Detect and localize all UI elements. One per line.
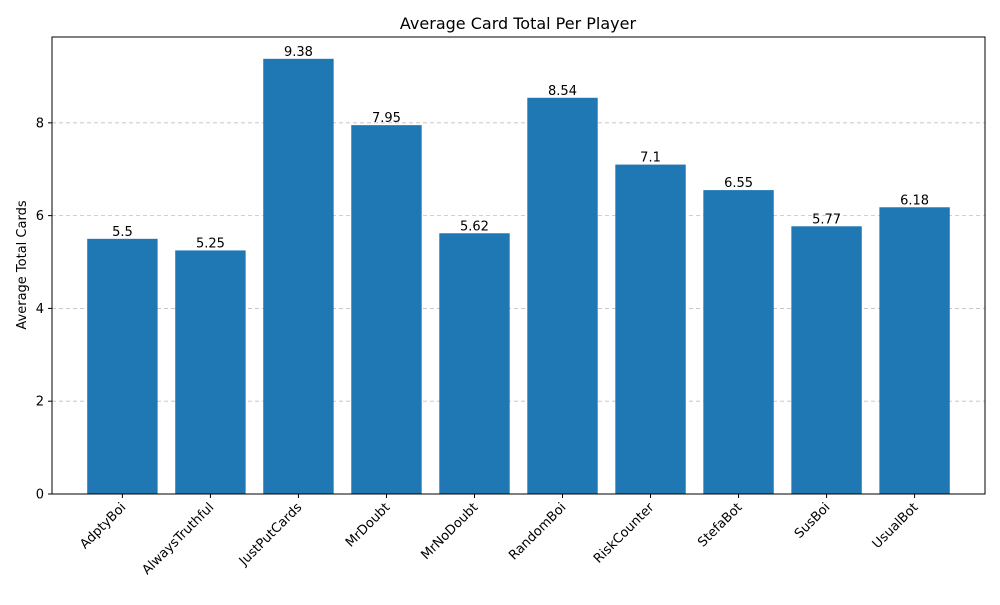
bar-value-label: 7.1 <box>640 151 661 166</box>
bar <box>527 97 598 494</box>
bar-value-label: 5.25 <box>196 236 225 251</box>
data-labels: 5.5 5.25 9.38 7.95 5.62 8.54 7.1 6.55 5.77 6.18 <box>112 45 929 252</box>
bar <box>263 58 334 494</box>
bar-value-label: 5.62 <box>460 219 489 234</box>
bar <box>87 238 158 494</box>
bar-value-label: 6.55 <box>724 176 753 191</box>
bar <box>351 125 422 494</box>
bars <box>87 58 950 495</box>
bar <box>615 164 686 494</box>
chart-title: Average Card Total Per Player <box>400 14 637 33</box>
y-tick-label: 4 <box>36 302 44 317</box>
plot-frame <box>51 36 986 495</box>
y-tick-label: 8 <box>36 116 44 131</box>
x-tick-label: MrDoubt <box>343 500 393 550</box>
x-tick-label: RiskCounter <box>591 500 658 567</box>
bar-value-label: 9.38 <box>284 45 313 60</box>
x-tick-label: AlwaysTruthful <box>140 500 218 578</box>
x-tick-label: AdptyBoi <box>77 500 129 552</box>
bar <box>175 250 246 494</box>
x-tick-label: StefaBot <box>695 500 745 550</box>
bar <box>791 226 862 495</box>
x-tick-label: MrNoDoubt <box>419 500 482 563</box>
bar-value-label: 6.18 <box>900 193 929 208</box>
y-tick-label: 0 <box>36 488 44 503</box>
bar-value-label: 7.95 <box>372 111 401 126</box>
bar <box>879 207 950 494</box>
x-tick-label: RandomBoi <box>506 500 569 563</box>
bar-value-label: 8.54 <box>548 84 577 99</box>
y-axis-label: Average Total Cards <box>15 200 30 329</box>
x-tick-label: SusBoi <box>792 500 834 542</box>
bar <box>703 190 774 494</box>
y-tick-label: 6 <box>36 209 44 224</box>
bar-value-label: 5.77 <box>812 212 841 227</box>
y-tick-label: 2 <box>36 395 44 410</box>
bar-value-label: 5.5 <box>112 225 133 240</box>
x-tick-label: UsualBot <box>870 500 922 552</box>
bar <box>439 233 510 494</box>
x-tick-label: JustPutCards <box>236 500 306 570</box>
